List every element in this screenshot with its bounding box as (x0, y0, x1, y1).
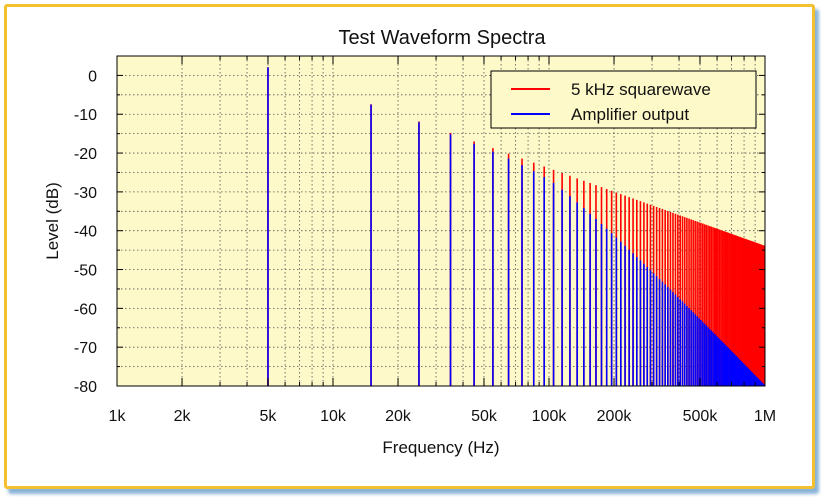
x-tick-label: 500k (683, 408, 719, 425)
y-tick-label: -10 (74, 107, 97, 124)
x-tick-label: 50k (471, 408, 498, 425)
x-tick-label: 1k (109, 408, 127, 425)
series-amplifier-output (267, 67, 766, 386)
y-tick-label: -80 (74, 379, 97, 396)
y-tick-label: -30 (74, 185, 97, 202)
plot-border (116, 55, 766, 387)
y-tick-label: -20 (74, 146, 97, 163)
grid-lines (117, 55, 765, 386)
legend: 5 kHz squarewave Amplifier output (490, 70, 757, 129)
x-axis-label: Frequency (Hz) (382, 438, 499, 457)
legend-label-squarewave: 5 kHz squarewave (571, 80, 711, 99)
y-axis: 0 -10 -20 -30 -40 -50 -60 -70 -80 (74, 55, 765, 396)
y-axis-label: Level (dB) (43, 182, 62, 259)
y-tick-label: -70 (74, 340, 97, 357)
x-axis: 1k 2k 5k 10k 20k 50k 100k 200k 500k 1M (109, 56, 776, 425)
y-tick-label: -50 (74, 263, 97, 280)
x-tick-label: 200k (597, 408, 633, 425)
x-tick-label: 20k (385, 408, 412, 425)
y-tick-label: 0 (88, 68, 97, 85)
x-tick-label: 1M (754, 408, 776, 425)
legend-label-amplifier-output: Amplifier output (571, 105, 689, 124)
chart-title: Test Waveform Spectra (338, 27, 546, 49)
x-tick-label: 2k (174, 408, 192, 425)
legend-box (490, 70, 757, 129)
x-tick-label: 100k (532, 408, 568, 425)
y-tick-label: -60 (74, 301, 97, 318)
x-tick-label: 5k (260, 408, 278, 425)
y-tick-label: -40 (74, 224, 97, 241)
x-tick-label: 10k (320, 408, 347, 425)
